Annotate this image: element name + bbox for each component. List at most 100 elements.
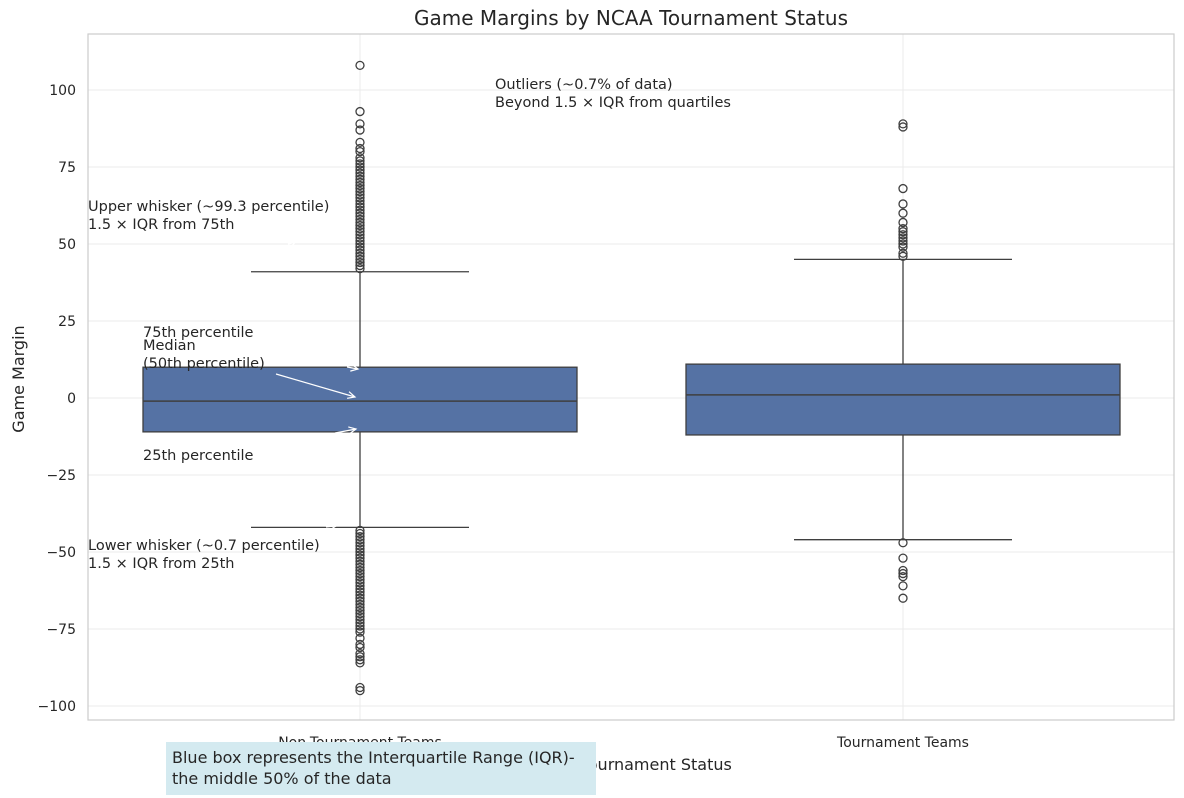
outlier-point [355,685,365,696]
annotation-arrowhead [288,239,298,248]
outlier-point [355,223,365,234]
outlier-point [355,153,365,163]
outlier-point [355,208,365,218]
outlier-point [355,553,365,563]
outlier-point [898,538,908,548]
outlier-point [355,227,365,237]
y-axis-ticks: 100 75 50 25 0 −25 −50 −75 −100 [38,83,76,715]
outlier-point [355,531,365,542]
outlier-point [898,236,908,246]
outlier-point [898,183,908,194]
outlier-point [355,535,365,545]
outlier-point [355,528,365,539]
outlier-point [355,230,365,240]
outlier-point [355,248,365,258]
chart-title: Game Margins by NCAA Tournament Status [414,6,848,30]
outlier-point [355,171,365,181]
outlier-point [355,205,365,215]
boxes [142,258,1121,541]
annotation-line: (50th percentile) [143,356,265,372]
outlier-point [898,217,908,228]
annotation-arrowhead [328,522,338,531]
outlier-point [355,618,365,628]
outlier-point [898,223,908,234]
outlier-point [355,608,365,619]
outlier-point [355,652,365,662]
annotation-arrowhead [350,363,360,372]
y-tick-label: 75 [58,160,76,176]
outlier-point [355,106,365,117]
y-tick-label: 0 [67,391,76,407]
outlier-point [898,230,908,240]
outlier-point [898,571,908,582]
outlier-point [355,584,365,594]
x-tick-label: Tournament Teams [836,735,969,751]
annotation-arrow [346,366,359,370]
outlier-point [898,122,908,132]
annotation-text: 25th percentile [143,448,254,464]
outlier-point [355,568,365,579]
outlier-point [355,233,365,243]
outlier-point [355,648,365,659]
outlier-point [355,538,365,548]
annotations: Outliers (~0.7% of data) Beyond 1.5 × IQR… [88,77,731,572]
outlier-point [355,627,365,637]
annotation-line: 25th percentile [143,448,254,464]
outlier-point [355,202,365,212]
y-tick-label: 100 [49,83,76,99]
outlier-point [355,236,365,246]
outlier-point [355,186,365,197]
y-tick-label: −50 [46,545,76,561]
annotation-line: Lower whisker (~0.7 percentile) [88,538,320,554]
note-line: Blue box represents the Interquartile Ra… [172,748,575,767]
outlier-point [898,593,908,603]
outlier-point [355,193,365,203]
outlier-point [355,682,365,693]
outlier-point [355,196,365,206]
outlier-point [355,556,365,566]
outlier-point [898,119,908,129]
outlier-point [898,565,908,576]
outlier-point [355,571,365,582]
y-tick-label: 50 [58,237,76,253]
outlier-point [355,125,365,135]
plot-area-frame [87,33,1175,721]
outlier-point [898,242,908,252]
outlier-point [355,547,365,557]
outlier-point [355,596,365,606]
outlier-point [355,639,365,650]
outlier-point [355,655,365,665]
outlier-point [898,208,908,218]
outlier-point [355,541,365,551]
annotation-text: Outliers (~0.7% of data) Beyond 1.5 × IQR… [495,77,731,111]
outlier-point [355,168,365,178]
outlier-point [355,211,365,221]
outlier-point [355,156,365,166]
iqr-note: Blue box represents the Interquartile Ra… [166,742,596,795]
outlier-point [355,590,365,600]
outlier-point [355,242,365,252]
outlier-point [355,525,365,536]
outlier-point [355,642,365,653]
iqr-box [142,366,578,433]
outlier-point [355,143,365,154]
outlier-point [355,245,365,255]
outlier-point [355,612,365,622]
outlier-point [355,602,365,613]
outlier-point [355,633,365,643]
annotation-text: Lower whisker (~0.7 percentile) 1.5 × IQR… [88,538,320,572]
annotation-line: Upper whisker (~99.3 percentile) [88,199,329,215]
annotation-text: Upper whisker (~99.3 percentile) 1.5 × IQ… [88,199,329,233]
outlier-point [355,119,365,129]
y-tick-label: 25 [58,314,76,330]
box-tournament [685,258,1121,541]
annotation-line: 75th percentile [143,325,254,341]
outlier-point [355,615,365,625]
outlier-point [898,233,908,243]
box-non-tournament [142,271,578,529]
outlier-point [355,159,365,169]
annotation-text: Median (50th percentile) [143,338,265,372]
outlier-point [355,550,365,560]
outlier-point [355,581,365,591]
